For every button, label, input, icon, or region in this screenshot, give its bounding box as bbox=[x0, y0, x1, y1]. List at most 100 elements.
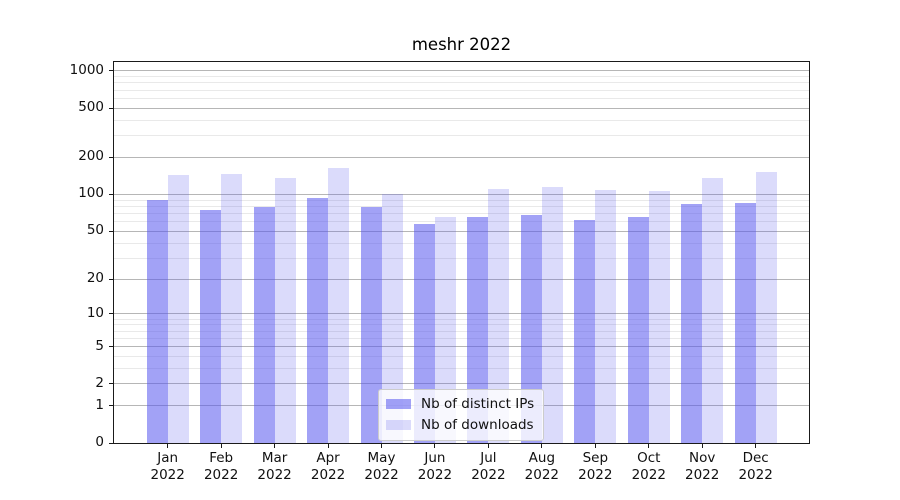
x-label-month: Mar bbox=[261, 450, 288, 466]
x-label-month: Aug bbox=[528, 450, 556, 466]
x-axis-tick-label: Jul 2022 bbox=[456, 450, 520, 484]
legend-label-downloads: Nb of downloads bbox=[421, 417, 534, 433]
minor-gridline bbox=[114, 318, 809, 320]
legend-swatch-downloads bbox=[386, 420, 411, 430]
y-tick-mark bbox=[109, 230, 113, 232]
minor-gridline bbox=[114, 330, 809, 332]
x-label-year: 2022 bbox=[203, 467, 239, 483]
bar-downloads-mar bbox=[274, 177, 296, 443]
y-axis-tick-label: 20 bbox=[86, 270, 104, 287]
x-label-month: Apr bbox=[316, 450, 340, 466]
bar-ips-may bbox=[360, 207, 382, 443]
bar-ips-mar bbox=[253, 207, 275, 443]
x-axis-tick-label: Sep 2022 bbox=[563, 450, 627, 484]
y-tick-mark bbox=[109, 405, 113, 407]
x-axis-tick-label: Feb 2022 bbox=[189, 450, 253, 484]
x-tick-mark bbox=[541, 444, 543, 448]
major-gridline bbox=[114, 383, 809, 385]
bar-ips-aug bbox=[520, 214, 542, 443]
x-axis-tick-label: Dec 2022 bbox=[724, 450, 788, 484]
y-axis-tick-label: 50 bbox=[86, 222, 104, 239]
legend: Nb of distinct IPs Nb of downloads bbox=[378, 389, 545, 441]
minor-gridline bbox=[114, 337, 809, 339]
bar-downloads-oct bbox=[648, 191, 670, 443]
x-label-year: 2022 bbox=[150, 467, 185, 483]
x-tick-mark bbox=[220, 444, 222, 448]
x-tick-mark bbox=[701, 444, 703, 448]
y-axis-tick-label: 500 bbox=[78, 99, 104, 116]
x-tick-mark bbox=[434, 444, 436, 448]
y-axis-tick-label: 5 bbox=[95, 337, 104, 354]
x-axis-tick-label: Oct 2022 bbox=[617, 450, 681, 484]
bar-downloads-aug bbox=[541, 187, 563, 443]
x-tick-mark bbox=[594, 444, 596, 448]
bar-ips-oct bbox=[627, 217, 649, 443]
bar-downloads-sep bbox=[595, 190, 617, 443]
x-axis-tick-label: Mar 2022 bbox=[243, 450, 307, 484]
bar-ips-jun bbox=[413, 224, 435, 443]
x-label-month: Jul bbox=[480, 450, 497, 466]
x-label-year: 2022 bbox=[364, 467, 399, 483]
y-tick-mark bbox=[109, 156, 113, 158]
x-label-year: 2022 bbox=[738, 467, 773, 483]
x-label-year: 2022 bbox=[685, 467, 720, 483]
x-label-year: 2022 bbox=[310, 467, 346, 483]
bar-ips-sep bbox=[574, 219, 596, 443]
x-label-month: Jun bbox=[424, 450, 446, 466]
bar-downloads-apr bbox=[328, 167, 350, 443]
y-tick-mark bbox=[109, 278, 113, 280]
bar-downloads-may bbox=[381, 194, 403, 443]
x-axis-tick-label: Jan 2022 bbox=[136, 450, 200, 484]
minor-gridline bbox=[114, 367, 809, 369]
bar-downloads-jul bbox=[488, 188, 510, 443]
major-gridline bbox=[114, 346, 809, 347]
minor-gridline bbox=[114, 221, 809, 223]
bar-ips-dec bbox=[734, 202, 756, 443]
x-axis-tick-label: Nov 2022 bbox=[670, 450, 734, 484]
legend-entry-distinct-ips: Nb of distinct IPs bbox=[386, 396, 534, 412]
y-tick-mark bbox=[109, 70, 113, 72]
y-axis-tick-label: 100 bbox=[78, 185, 104, 202]
bar-downloads-jun bbox=[434, 216, 456, 443]
y-tick-mark bbox=[109, 313, 113, 315]
minor-gridline bbox=[114, 199, 809, 201]
legend-entry-downloads: Nb of downloads bbox=[386, 417, 534, 433]
minor-gridline bbox=[114, 82, 809, 84]
x-label-month: May bbox=[367, 450, 396, 466]
major-gridline bbox=[114, 156, 809, 158]
bar-ips-nov bbox=[681, 204, 703, 443]
bar-downloads-jan bbox=[167, 174, 189, 443]
x-label-year: 2022 bbox=[631, 467, 666, 483]
bar-ips-jul bbox=[467, 217, 489, 443]
minor-gridline bbox=[114, 119, 809, 121]
x-label-month: Feb bbox=[209, 450, 234, 466]
minor-gridline bbox=[114, 135, 809, 137]
y-tick-mark bbox=[109, 346, 113, 347]
x-axis-tick-label: Jun 2022 bbox=[403, 450, 467, 484]
x-tick-mark bbox=[381, 444, 382, 448]
minor-gridline bbox=[114, 355, 809, 357]
x-label-month: Nov bbox=[689, 450, 716, 466]
x-tick-mark bbox=[274, 444, 276, 448]
y-tick-mark bbox=[109, 193, 113, 195]
legend-label-distinct-ips: Nb of distinct IPs bbox=[421, 396, 535, 412]
y-axis-tick-label: 0 bbox=[95, 434, 104, 450]
legend-swatch-distinct-ips bbox=[386, 399, 411, 409]
minor-gridline bbox=[114, 212, 809, 214]
x-label-month: Dec bbox=[742, 450, 769, 466]
x-label-year: 2022 bbox=[578, 467, 613, 483]
y-tick-mark bbox=[109, 442, 113, 444]
bar-ips-jan bbox=[146, 200, 168, 443]
bar-ips-feb bbox=[200, 209, 222, 443]
x-tick-mark bbox=[755, 444, 757, 448]
x-tick-mark bbox=[327, 444, 329, 448]
x-axis-tick-label: Aug 2022 bbox=[510, 450, 574, 484]
minor-gridline bbox=[114, 97, 809, 99]
y-axis-tick-label: 200 bbox=[78, 148, 104, 165]
y-axis-tick-label: 1 bbox=[95, 396, 104, 413]
x-label-year: 2022 bbox=[524, 467, 560, 483]
bar-downloads-dec bbox=[755, 172, 777, 443]
x-label-month: Oct bbox=[637, 450, 661, 466]
major-gridline bbox=[114, 230, 809, 232]
